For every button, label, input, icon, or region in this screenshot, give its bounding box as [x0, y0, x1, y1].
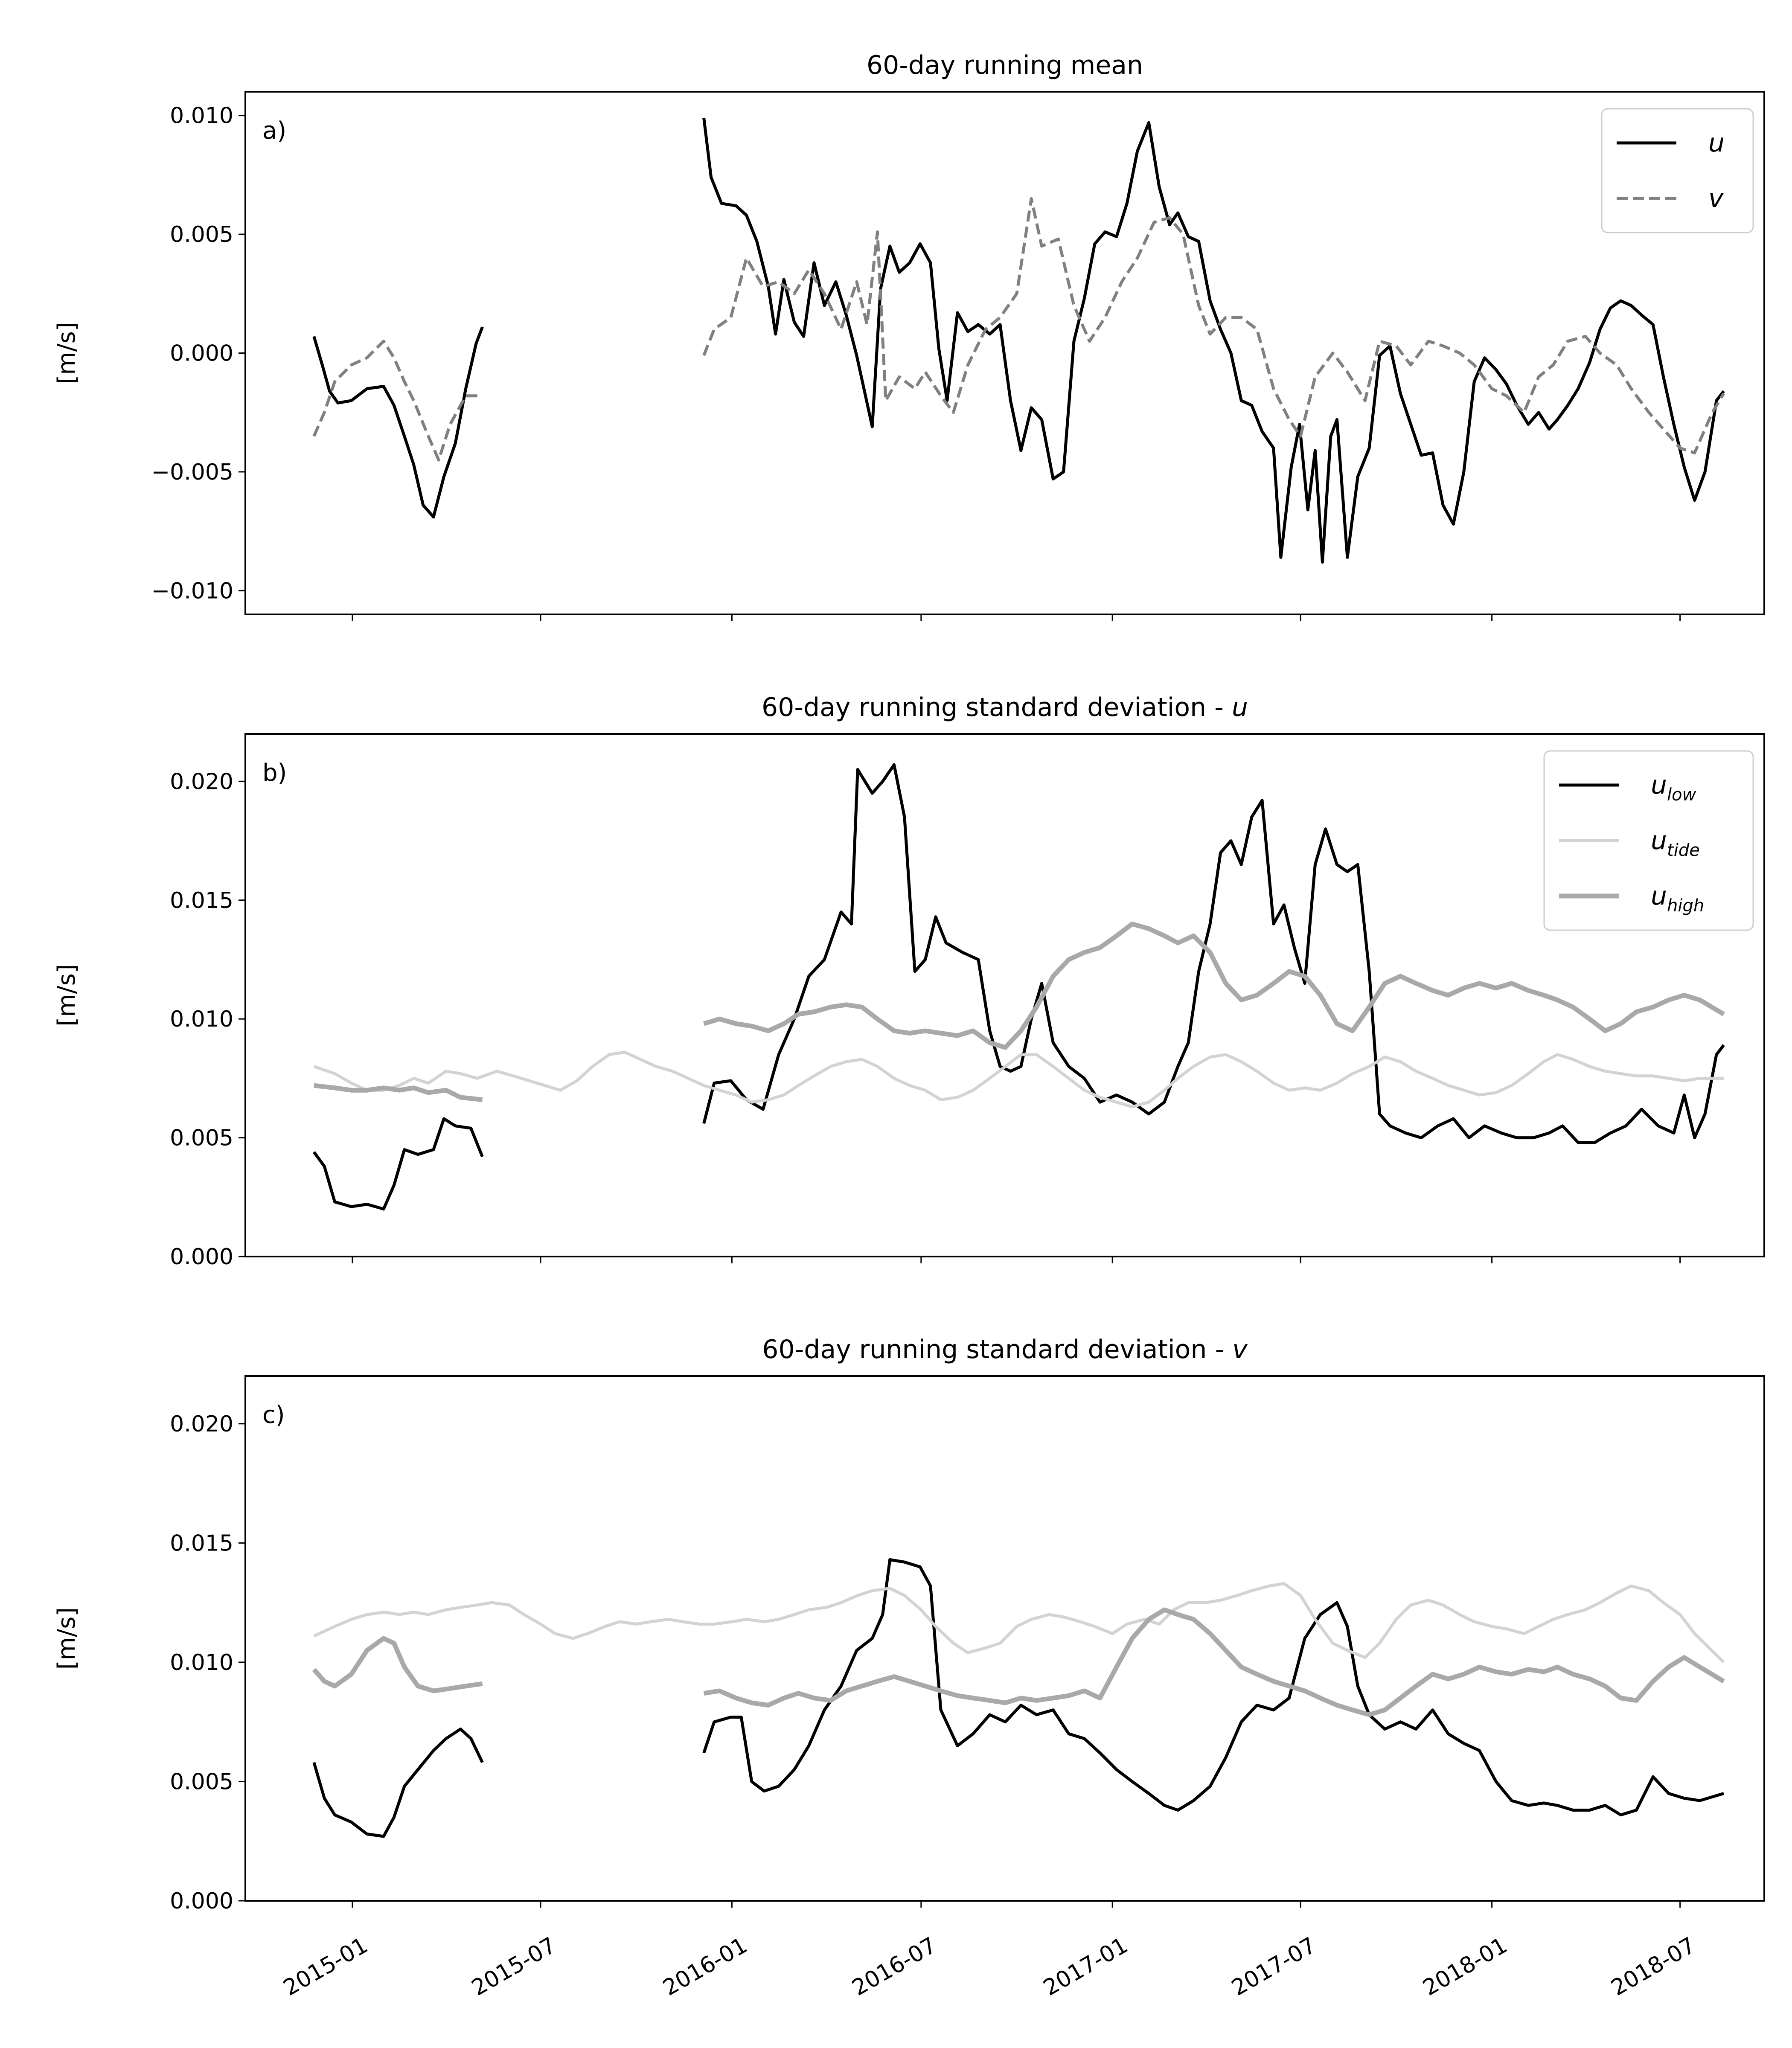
panel-b-legend-box [1543, 750, 1754, 931]
panel-b-series-1-line [312, 1117, 484, 1211]
panel-a-plot-area [312, 117, 1725, 564]
panel-a-ytick-label: 0.000 [170, 341, 233, 367]
panel-a-ytick-label: −0.010 [151, 578, 233, 604]
panel-b-series-2-line [313, 1050, 1724, 1108]
panel-c-plot-area [312, 1558, 1725, 1838]
panel-c-ytick-label: 0.020 [170, 1411, 233, 1437]
panel-c-xtick-label: 2017-07 [1228, 1932, 1321, 2001]
panel-b-ylabel: [m/s] [53, 964, 81, 1026]
panel-c-ylabel: [m/s] [53, 1607, 81, 1670]
panel-b-ytick-label: 0.005 [170, 1126, 233, 1151]
panel-b-series-3-line [314, 1083, 483, 1102]
panel-c-title: 60-day running standard deviation - v [762, 1335, 1248, 1364]
panel-c-xtick-label: 2015-01 [279, 1932, 372, 2001]
panel-b-legend-label-3: uhigh [1651, 881, 1704, 916]
panel-a-title: 60-day running mean [867, 50, 1143, 80]
panel-c-series-2-line [313, 1582, 1725, 1664]
panel-b-series-1-line [702, 763, 1725, 1144]
panel-a-series-2-line [312, 340, 483, 462]
panel-a-frame [244, 91, 1765, 615]
panel-c-xtick-label: 2016-01 [659, 1932, 752, 2001]
panel-a-title-text: 60-day running mean [867, 50, 1143, 80]
panel-a: 60-day running mean a) −0.010 −0.005 0.000 0.… [53, 50, 1765, 621]
panel-c-xtick-label: 2016-07 [848, 1932, 941, 2001]
panel-a-legend-label-1: u [1708, 128, 1725, 158]
panel-b-legend-label-2: utide [1651, 826, 1700, 860]
panel-b-ytick-label: 0.000 [170, 1244, 233, 1270]
panel-a-legend-box [1601, 108, 1754, 233]
panel-c: 60-day running standard deviation - v c) 0… [53, 1335, 1765, 2001]
panel-c-series-1-line [702, 1558, 1725, 1817]
panel-a-label: a) [262, 117, 286, 145]
panel-c-ytick-label: 0.000 [170, 1888, 233, 1914]
panel-a-ytick-label: 0.010 [170, 103, 233, 129]
panel-a-legend: uv [1601, 108, 1754, 233]
panel-a-series-2-line [702, 197, 1725, 454]
panel-c-ytick-label: 0.010 [170, 1650, 233, 1676]
panel-c-ytick-label: 0.005 [170, 1769, 233, 1795]
panel-b-title-text: 60-day running standard deviation - [762, 692, 1232, 722]
panel-c-label: c) [262, 1401, 285, 1429]
panel-b-ytick-label: 0.020 [170, 769, 233, 794]
panel-c-frame [244, 1375, 1765, 1902]
panel-b-series-3-line [703, 922, 1725, 1050]
panel-b-title: 60-day running standard deviation - u [762, 692, 1248, 722]
panel-c-xtick-label: 2017-01 [1039, 1932, 1132, 2001]
panel-b-label: b) [262, 759, 287, 787]
panel-c-series-1-line [312, 1728, 484, 1838]
panel-b-ytick-label: 0.010 [170, 1007, 233, 1032]
panel-c-series-3-line [312, 1636, 483, 1693]
panel-a-series-1-line [312, 326, 484, 519]
panel-b-plot-area [312, 763, 1725, 1211]
panel-c-title-text: 60-day running standard deviation - [762, 1335, 1232, 1364]
panel-b: 60-day running standard deviation - u b) 0… [53, 692, 1765, 1270]
panel-a-ytick-label: −0.005 [151, 460, 233, 485]
panel-b-ytick-label: 0.015 [170, 888, 233, 913]
panel-a-ylabel: [m/s] [53, 322, 81, 384]
panel-b-title-symbol: u [1232, 692, 1248, 722]
panel-a-ytick-label: 0.005 [170, 222, 233, 247]
panel-a-legend-label-2: v [1708, 183, 1724, 213]
panel-a-series-1-line [702, 117, 1725, 564]
panel-c-series-3-line [703, 1607, 1725, 1717]
panel-c-ytick-label: 0.015 [170, 1530, 233, 1556]
panel-c-xtick-label: 2015-07 [467, 1932, 560, 2001]
panel-c-xtick-label: 2018-07 [1607, 1932, 1700, 2001]
panel-b-legend-label-1: ulow [1651, 770, 1696, 805]
panel-c-title-symbol: v [1232, 1335, 1248, 1364]
panel-b-frame [244, 733, 1765, 1257]
panel-c-xtick-label: 2018-01 [1419, 1932, 1512, 2001]
panel-b-legend: ulow utide uhigh [1543, 750, 1754, 931]
